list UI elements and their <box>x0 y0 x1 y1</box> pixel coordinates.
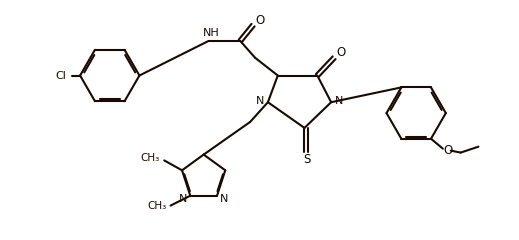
Text: O: O <box>336 46 346 59</box>
Text: O: O <box>255 14 265 27</box>
Text: Cl: Cl <box>55 71 66 81</box>
Text: N: N <box>220 194 228 204</box>
Text: N: N <box>335 96 343 106</box>
Text: O: O <box>443 144 453 157</box>
Text: CH₃: CH₃ <box>141 153 160 163</box>
Text: NH: NH <box>203 28 220 38</box>
Text: N: N <box>179 194 187 204</box>
Text: N: N <box>256 96 264 106</box>
Text: S: S <box>303 153 310 166</box>
Text: CH₃: CH₃ <box>147 201 166 211</box>
